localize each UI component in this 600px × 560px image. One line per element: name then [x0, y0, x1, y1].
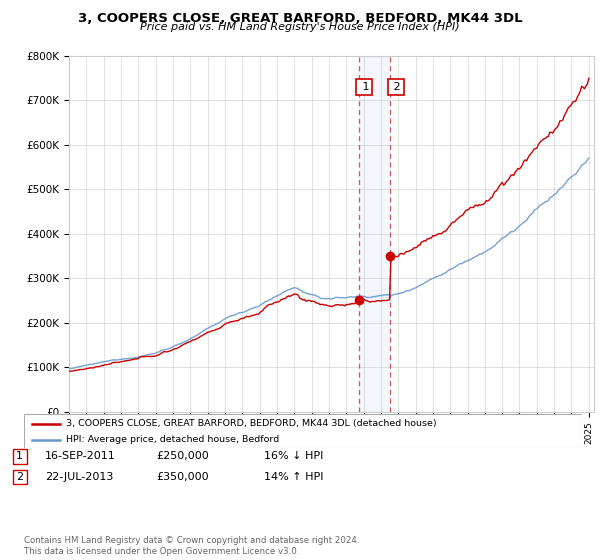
Text: 3, COOPERS CLOSE, GREAT BARFORD, BEDFORD, MK44 3DL (detached house): 3, COOPERS CLOSE, GREAT BARFORD, BEDFORD… — [66, 419, 436, 428]
Text: £250,000: £250,000 — [156, 451, 209, 461]
Text: 22-JUL-2013: 22-JUL-2013 — [45, 472, 113, 482]
Text: 2: 2 — [391, 82, 401, 92]
Text: 1: 1 — [359, 82, 369, 92]
Text: 16-SEP-2011: 16-SEP-2011 — [45, 451, 116, 461]
Bar — [359, 56, 391, 412]
Text: Contains HM Land Registry data © Crown copyright and database right 2024.
This d: Contains HM Land Registry data © Crown c… — [24, 536, 359, 556]
Text: 3, COOPERS CLOSE, GREAT BARFORD, BEDFORD, MK44 3DL: 3, COOPERS CLOSE, GREAT BARFORD, BEDFORD… — [77, 12, 523, 25]
Text: HPI: Average price, detached house, Bedford: HPI: Average price, detached house, Bedf… — [66, 435, 279, 444]
Text: 1: 1 — [16, 451, 23, 461]
Text: 14% ↑ HPI: 14% ↑ HPI — [264, 472, 323, 482]
Text: Price paid vs. HM Land Registry's House Price Index (HPI): Price paid vs. HM Land Registry's House … — [140, 22, 460, 32]
Text: 2: 2 — [16, 472, 23, 482]
Text: 16% ↓ HPI: 16% ↓ HPI — [264, 451, 323, 461]
Text: £350,000: £350,000 — [156, 472, 209, 482]
